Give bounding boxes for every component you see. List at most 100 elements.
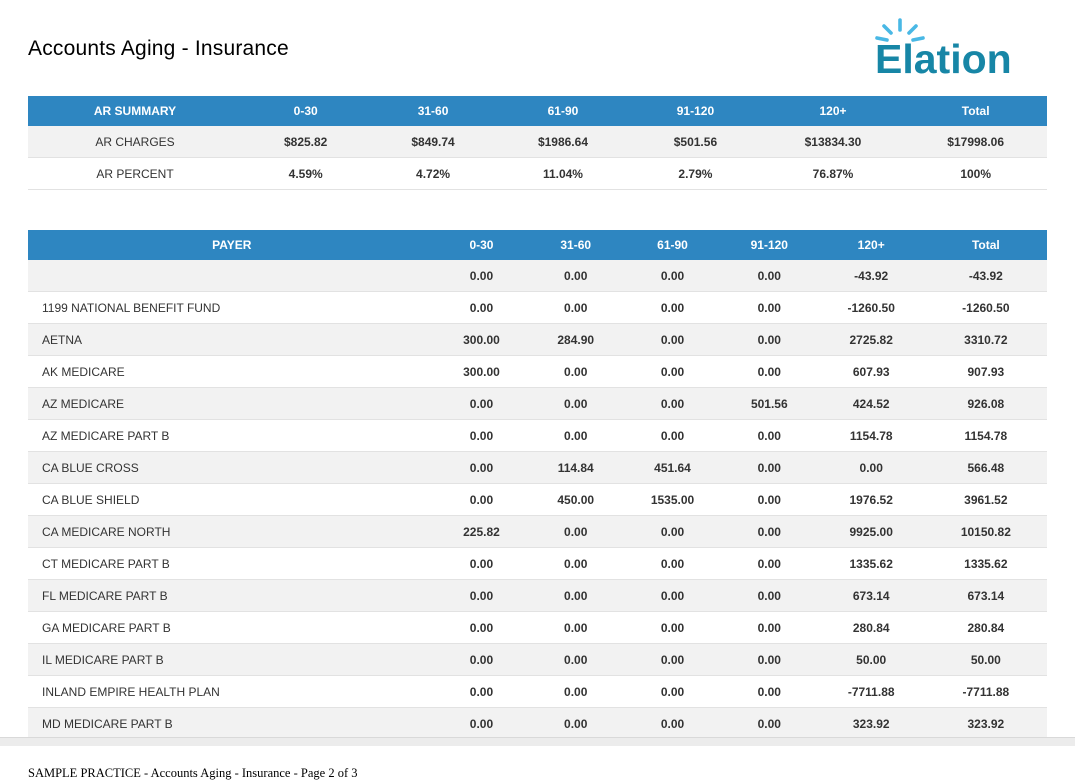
payer-cell: -43.92 <box>924 260 1047 292</box>
payer-cell: 1335.62 <box>817 547 925 580</box>
payer-cell: 0.00 <box>720 579 818 612</box>
summary-header-61-90: 61-90 <box>496 96 630 126</box>
payer-cell: 0.00 <box>435 547 528 580</box>
logo-wordmark: Elation <box>875 36 1012 81</box>
payer-cell: 0.00 <box>527 643 625 676</box>
payer-cell: 0.00 <box>435 579 528 612</box>
payer-row: CA BLUE CROSS 0.00 114.84 451.64 0.00 0.00 566… <box>28 451 1047 484</box>
payer-cell: 1154.78 <box>817 419 925 452</box>
payer-cell: 424.52 <box>817 387 925 420</box>
payer-cell: 0.00 <box>624 387 721 420</box>
payer-row: AK MEDICARE 300.00 0.00 0.00 0.00 607.93 907.9… <box>28 355 1047 388</box>
payer-cell: 607.93 <box>817 355 925 388</box>
payer-row: 0.00 0.00 0.00 0.00 -43.92 -43.92 <box>28 260 1047 292</box>
payer-cell: 0.00 <box>435 260 528 292</box>
payer-cell: 0.00 <box>435 643 528 676</box>
payer-cell: 451.64 <box>624 451 721 484</box>
payer-cell: -7711.88 <box>924 675 1047 708</box>
payer-row: AZ MEDICARE 0.00 0.00 0.00 501.56 424.52 926.0… <box>28 387 1047 420</box>
payer-cell: -1260.50 <box>817 291 925 324</box>
payer-header-total: Total <box>924 230 1047 260</box>
elation-logo-graphic: Elation <box>875 18 1012 82</box>
payer-cell: 0.00 <box>624 579 721 612</box>
payer-cell: 673.14 <box>924 579 1047 612</box>
summary-cell: $825.82 <box>241 126 370 158</box>
payer-row: AETNA 300.00 284.90 0.00 0.00 2725.82 3310.72 <box>28 323 1047 356</box>
payer-cell: 1976.52 <box>817 483 925 516</box>
payer-cell: 323.92 <box>924 707 1047 740</box>
payer-cell: 0.00 <box>720 675 818 708</box>
payer-cell: 300.00 <box>435 323 528 356</box>
payer-cell: 0.00 <box>624 643 721 676</box>
payer-cell: 50.00 <box>924 643 1047 676</box>
report-header: Accounts Aging - Insurance Elation <box>28 0 1047 88</box>
summary-header-91-120: 91-120 <box>629 96 762 126</box>
summary-cell: 4.59% <box>241 157 370 190</box>
payer-cell: 280.84 <box>817 611 925 644</box>
payer-cell: 0.00 <box>435 451 528 484</box>
payer-cell: 0.00 <box>720 611 818 644</box>
payer-cell: 300.00 <box>435 355 528 388</box>
summary-header-120-: 120+ <box>761 96 905 126</box>
payer-cell: -7711.88 <box>817 675 925 708</box>
payer-header-row: PAYER 0-30 31-60 61-90 91-120 120+ Total <box>28 230 1047 260</box>
payer-cell: 0.00 <box>527 355 625 388</box>
ar-summary-header-row: AR SUMMARY 0-30 31-60 61-90 91-120 120+ Total <box>28 96 1047 126</box>
payer-cell: 0.00 <box>720 323 818 356</box>
payer-cell: 0.00 <box>624 611 721 644</box>
summary-cell: 100% <box>904 157 1047 190</box>
payer-row: MD MEDICARE PART B 0.00 0.00 0.00 0.00 323.92… <box>28 707 1047 740</box>
payer-cell: 3961.52 <box>924 483 1047 516</box>
payer-row: AZ MEDICARE PART B 0.00 0.00 0.00 0.00 1154.7… <box>28 419 1047 452</box>
payer-cell: 2725.82 <box>817 323 925 356</box>
summary-header-ar-summary: AR SUMMARY <box>28 96 242 126</box>
payer-cell: 284.90 <box>527 323 625 356</box>
payer-row-label: CT MEDICARE PART B <box>28 547 436 580</box>
summary-header-0-30: 0-30 <box>241 96 370 126</box>
payer-row-label: AZ MEDICARE <box>28 387 436 420</box>
payer-row: CT MEDICARE PART B 0.00 0.00 0.00 0.00 1335.6… <box>28 547 1047 580</box>
payer-cell: 673.14 <box>817 579 925 612</box>
summary-cell: $501.56 <box>629 126 762 158</box>
payer-cell: 323.92 <box>817 707 925 740</box>
payer-cell: -43.92 <box>817 260 925 292</box>
payer-cell: 566.48 <box>924 451 1047 484</box>
payer-header-payer: PAYER <box>28 230 436 260</box>
payer-row-label: MD MEDICARE PART B <box>28 707 436 740</box>
payer-cell: 0.00 <box>720 355 818 388</box>
payer-cell: 0.00 <box>527 260 625 292</box>
payer-cell: 0.00 <box>624 291 721 324</box>
payer-row-label: AETNA <box>28 323 436 356</box>
elation-logo: Elation <box>869 17 1047 82</box>
summary-cell: $849.74 <box>369 126 497 158</box>
payer-cell: 0.00 <box>624 515 721 548</box>
payer-row-label <box>28 260 436 292</box>
summary-row-label: AR CHARGES <box>28 126 242 158</box>
payer-cell: 280.84 <box>924 611 1047 644</box>
payer-cell: -1260.50 <box>924 291 1047 324</box>
payer-cell: 1154.78 <box>924 419 1047 452</box>
horizontal-scrollbar[interactable] <box>0 737 1075 746</box>
payer-row-label: AZ MEDICARE PART B <box>28 419 436 452</box>
payer-row-label: GA MEDICARE PART B <box>28 611 436 644</box>
payer-table: PAYER 0-30 31-60 61-90 91-120 120+ Total 0.00 0… <box>28 230 1047 740</box>
payer-row-label: CA MEDICARE NORTH <box>28 515 436 548</box>
payer-header-91-120: 91-120 <box>720 230 818 260</box>
page-title: Accounts Aging - Insurance <box>28 37 289 60</box>
payer-cell: 0.00 <box>720 419 818 452</box>
payer-cell: 501.56 <box>720 387 818 420</box>
payer-cell: 10150.82 <box>924 515 1047 548</box>
payer-cell: 225.82 <box>435 515 528 548</box>
payer-cell: 0.00 <box>435 387 528 420</box>
payer-cell: 926.08 <box>924 387 1047 420</box>
payer-cell: 0.00 <box>435 419 528 452</box>
payer-cell: 3310.72 <box>924 323 1047 356</box>
payer-cell: 0.00 <box>527 547 625 580</box>
payer-cell: 0.00 <box>435 291 528 324</box>
payer-cell: 0.00 <box>624 355 721 388</box>
payer-cell: 0.00 <box>435 675 528 708</box>
payer-row-label: CA BLUE CROSS <box>28 451 436 484</box>
summary-cell: $17998.06 <box>904 126 1047 158</box>
payer-cell: 0.00 <box>624 323 721 356</box>
